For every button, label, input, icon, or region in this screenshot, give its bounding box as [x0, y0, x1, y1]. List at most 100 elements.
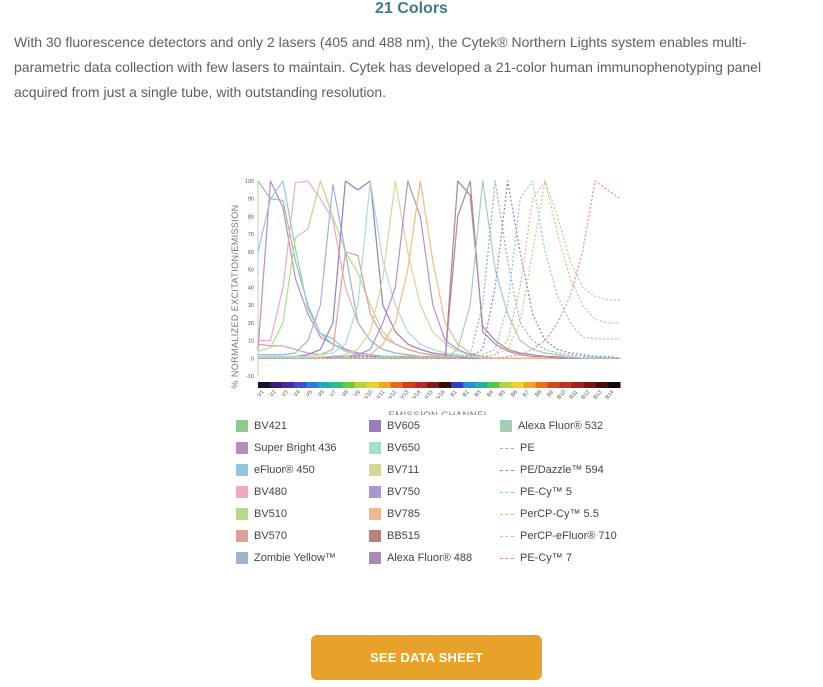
band-segment — [475, 382, 488, 388]
series-line — [258, 180, 620, 359]
legend-label: BV711 — [387, 464, 420, 476]
legend-swatch — [236, 508, 248, 520]
x-tick-label: B6 — [510, 389, 519, 398]
legend-label: PE-Cy™ 5 — [520, 486, 572, 498]
legend-label: BV785 — [387, 508, 421, 520]
x-tick-label: V15 — [424, 389, 435, 400]
legend-label: BV650 — [387, 442, 421, 454]
series-line — [258, 180, 620, 359]
x-tick-label: B10 — [556, 389, 567, 400]
chart-legend: BV421 Super Bright 436 eFluor® 450 BV480 BV5… — [236, 418, 656, 578]
y-tick-label: 40 — [248, 285, 254, 291]
x-tick-label: V11 — [376, 389, 387, 400]
legend-item: PerCP-eFluor® 710 — [500, 528, 617, 544]
y-tick-label: 100 — [245, 179, 254, 185]
legend-item: BB515 — [369, 528, 420, 544]
y-tick-label: 50 — [248, 268, 254, 274]
legend-swatch — [369, 530, 381, 542]
legend-swatch — [236, 530, 248, 542]
x-tick-label: B3 — [474, 389, 483, 398]
x-tick-label: B14 — [605, 389, 616, 400]
x-tick-label: B4 — [486, 389, 495, 398]
legend-item: BV650 — [369, 440, 420, 456]
legend-item: BV605 — [369, 418, 420, 434]
y-tick-label: 20 — [248, 321, 254, 327]
legend-item: BV480 — [236, 484, 287, 500]
legend-label: BV750 — [387, 486, 421, 498]
legend-item: BV785 — [369, 506, 420, 522]
legend-swatch — [236, 442, 248, 454]
band-segment — [607, 382, 621, 388]
legend-swatch — [236, 486, 248, 498]
legend-dash-marker — [500, 447, 514, 449]
legend-swatch — [369, 464, 381, 476]
x-tick-label: V9 — [353, 389, 362, 398]
band-segment — [258, 382, 271, 388]
band-segment — [499, 382, 512, 388]
y-tick-label: -10 — [246, 374, 254, 380]
band-segment — [559, 382, 573, 388]
band-segment — [463, 382, 476, 388]
band-segment — [439, 382, 452, 388]
legend-item: BV510 — [236, 506, 287, 522]
band-segment — [282, 382, 295, 388]
legend-item: Alexa Fluor® 488 — [369, 550, 472, 566]
legend-label: BV570 — [254, 530, 288, 542]
x-tick-label: B11 — [569, 389, 580, 400]
band-segment — [535, 382, 549, 388]
legend-label: PE/Dazzle™ 594 — [520, 464, 604, 476]
spectra-chart: -10 0 10 20 30 40 50 60 70 80 90 100 % NORMALIZED EX… — [230, 179, 621, 415]
band-segment — [414, 382, 428, 388]
band-segment — [402, 382, 416, 388]
band-segment — [595, 382, 609, 388]
legend-dash-marker — [500, 557, 514, 559]
legend-item: BV421 — [236, 418, 287, 434]
legend-dash-marker — [500, 491, 514, 493]
band-segment — [523, 382, 537, 388]
x-tick-label: V14 — [412, 389, 423, 400]
legend-label: PerCP-eFluor® 710 — [520, 530, 617, 542]
legend-item: PE-Cy™ 5 — [500, 484, 572, 500]
legend-item: BV711 — [369, 462, 419, 478]
y-tick-label: 90 — [248, 197, 254, 203]
band-segment — [330, 382, 343, 388]
legend-item: Super Bright 436 — [236, 440, 337, 456]
x-tick-label: V10 — [363, 389, 374, 400]
series-line — [258, 180, 620, 359]
series-line — [258, 180, 620, 359]
legend-item: BV570 — [236, 528, 287, 544]
x-tick-label: B7 — [522, 389, 531, 398]
band-segment — [294, 382, 307, 388]
band-segment — [571, 382, 585, 388]
x-tick-label: V5 — [305, 389, 314, 398]
x-axis-label: EMISSION CHANNEL — [389, 410, 490, 415]
legend-item: eFluor® 450 — [236, 462, 315, 478]
series-line — [258, 180, 620, 359]
x-tick-label: V6 — [317, 389, 326, 398]
legend-label: Alexa Fluor® 532 — [518, 420, 604, 432]
x-tick-label: V3 — [281, 389, 290, 398]
see-data-sheet-button[interactable]: SEE DATA SHEET — [311, 635, 542, 680]
band-segment — [426, 382, 440, 388]
y-tick-label: 60 — [248, 250, 254, 256]
legend-swatch — [236, 464, 248, 476]
band-segment — [390, 382, 404, 388]
y-axis-label: % NORMALIZED EXCITATION/EMISSION — [230, 205, 240, 389]
x-tick-label: B8 — [534, 389, 543, 398]
legend-swatch — [236, 552, 248, 564]
series-line — [258, 180, 621, 359]
legend-swatch — [236, 420, 248, 432]
y-tick-label: 70 — [248, 232, 254, 238]
x-tick-label: B5 — [498, 389, 507, 398]
legend-swatch — [369, 486, 381, 498]
legend-label: Super Bright 436 — [254, 442, 337, 454]
legend-dash-marker — [500, 535, 514, 537]
series-line — [258, 180, 621, 359]
legend-swatch — [500, 420, 512, 432]
x-tick-label: V2 — [269, 389, 278, 398]
x-tick-label: V16 — [436, 389, 447, 400]
legend-label: BV421 — [254, 420, 288, 432]
series-line — [257, 180, 620, 359]
y-tick-label: 10 — [248, 339, 254, 345]
legend-label: PerCP-Cy™ 5.5 — [520, 508, 599, 520]
